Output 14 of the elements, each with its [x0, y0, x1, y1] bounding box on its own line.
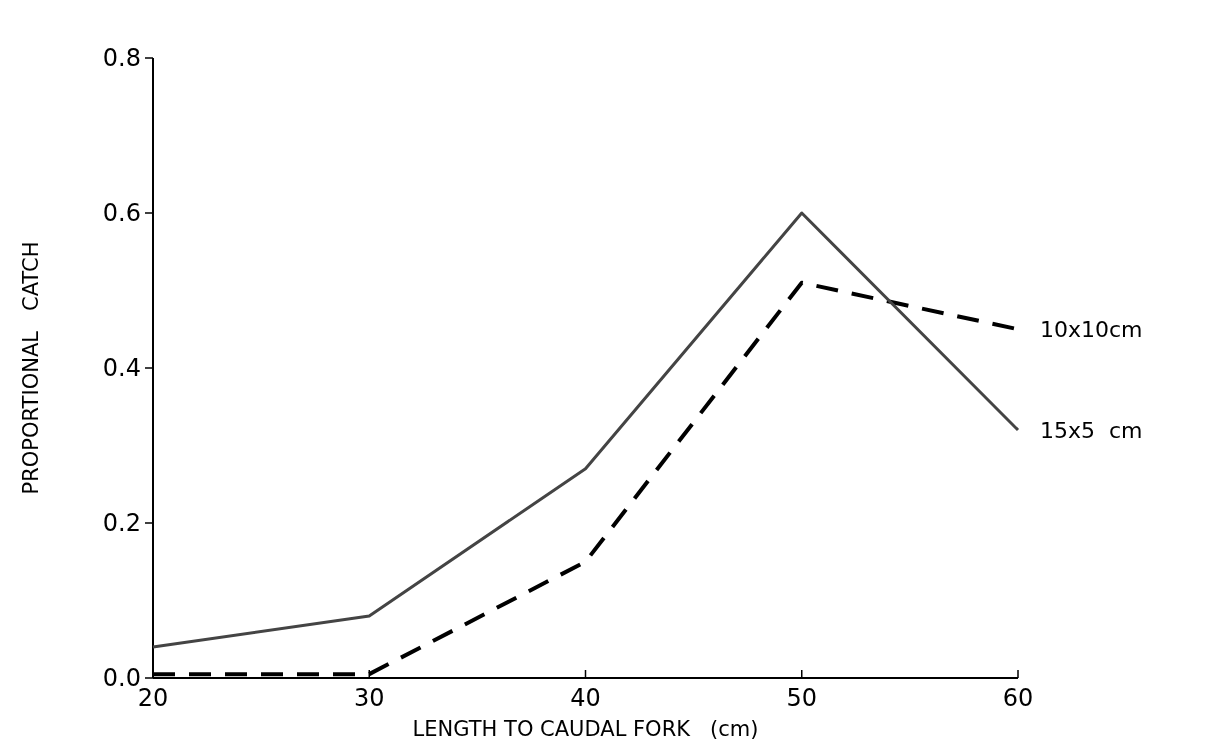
x-tick-label: 60	[1002, 684, 1034, 712]
series-label: 15x5 cm	[1040, 417, 1143, 443]
x-tick-label: 20	[137, 684, 169, 712]
y-tick-label: 0.6	[102, 199, 141, 228]
x-tick-label: 30	[353, 684, 385, 712]
y-axis-title: PROPORTIONAL CATCH	[19, 241, 43, 495]
y-tick-label: 0.2	[102, 509, 141, 538]
x-axis-title: LENGTH TO CAUDAL FORK (cm)	[412, 717, 759, 741]
x-tick-label: 50	[786, 684, 818, 712]
y-tick-label: 0.4	[102, 354, 141, 383]
series-label: 10x10cm	[1040, 316, 1143, 342]
x-tick-label: 40	[570, 684, 601, 712]
line-series	[151, 211, 1020, 649]
y-tick-label: 0.8	[102, 44, 141, 73]
